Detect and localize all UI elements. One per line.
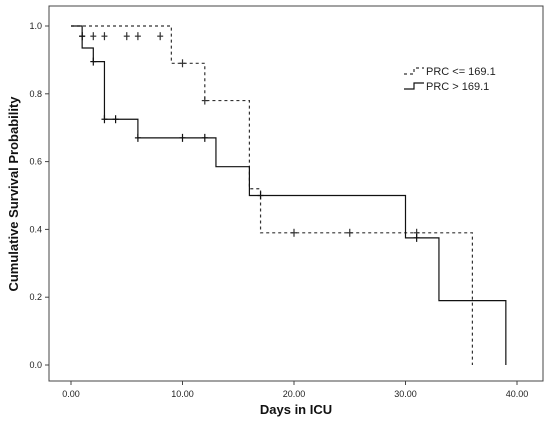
series-line-1: [71, 25, 507, 365]
plot-area-frame: [48, 5, 544, 382]
y-tick-label: 0.0: [29, 360, 42, 370]
x-tick-label: 10.00: [171, 389, 194, 399]
y-tick-label: 0.2: [29, 292, 42, 302]
legend-swatch-0: [404, 67, 424, 75]
series-line-0: [71, 25, 473, 365]
legend: PRC <= 169.1 PRC > 169.1: [404, 66, 496, 93]
x-axis-title: Days in ICU: [260, 402, 332, 417]
x-axis-ticks: 0.00 10.00 20.00 30.00 40.00: [62, 381, 528, 399]
x-tick-label: 30.00: [394, 389, 417, 399]
y-tick-label: 1.0: [29, 21, 42, 31]
series-layer: [71, 25, 507, 365]
x-tick-label: 20.00: [283, 389, 306, 399]
y-axis-ticks: 0.0 0.2 0.4 0.6 0.8 1.0: [29, 21, 49, 370]
x-tick-label: 40.00: [506, 389, 529, 399]
y-tick-label: 0.6: [29, 157, 42, 167]
legend-swatch-1: [404, 82, 424, 90]
legend-label-0: PRC <= 169.1: [426, 66, 496, 78]
x-tick-label: 0.00: [62, 389, 80, 399]
y-axis-title: Cumulative Survival Probability: [6, 96, 21, 292]
y-tick-label: 0.4: [29, 224, 42, 234]
y-tick-label: 0.8: [29, 89, 42, 99]
legend-label-1: PRC > 169.1: [426, 81, 489, 93]
